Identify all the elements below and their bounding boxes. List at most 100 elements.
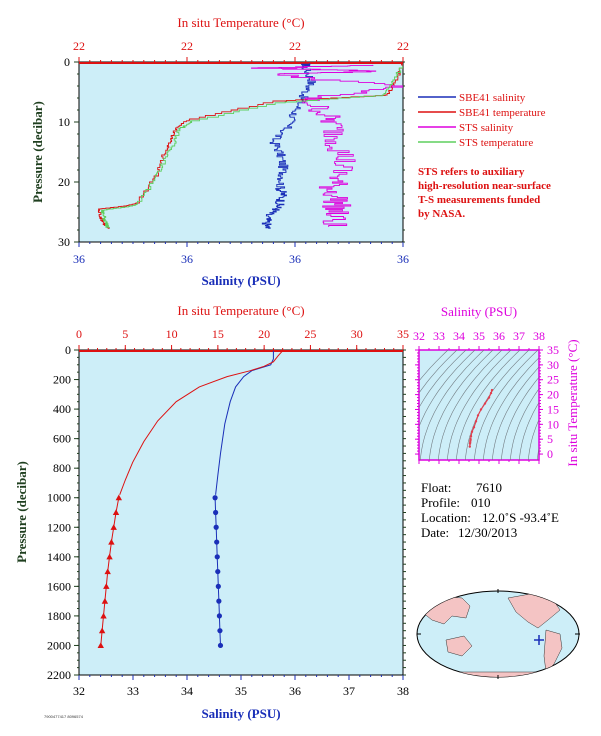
- bottom-marker-salinity-bottle-: [214, 539, 220, 545]
- ts-density-contour: [528, 418, 539, 460]
- top-pressure-tick-label: 10: [58, 115, 70, 129]
- sts-note-line-3: T-S measurements funded: [418, 194, 540, 206]
- top-series-line-sts-salinity: [251, 64, 403, 227]
- legend-label-sbe41-salinity: SBE41 salinity: [459, 92, 526, 104]
- ts-point: [483, 402, 487, 405]
- float-label: Float:: [421, 480, 451, 495]
- bottom-temp-tick-label: 25: [304, 327, 316, 341]
- ts-density-contour: [419, 350, 458, 394]
- ts-density-contour: [519, 401, 539, 460]
- ts-density-contour: [501, 376, 539, 460]
- top-temp-ticks: 22 22 22 22: [73, 39, 409, 62]
- bottom-pressure-ticks: 0 200 400 600 800 1000 1200 1400 1600 1800 2000 220…: [47, 343, 406, 682]
- ts-density-contour: [492, 366, 539, 460]
- ts-temp-tick-label: 0: [547, 447, 553, 461]
- bottom-marker-temperature-bottle-: [97, 642, 104, 649]
- bottom-marker-temperature-bottle-: [103, 583, 110, 589]
- ts-point: [487, 396, 491, 399]
- bottom-marker-salinity-bottle-: [217, 628, 223, 634]
- ts-point: [468, 445, 471, 448]
- ts-point: [469, 435, 473, 438]
- bottom-pressure-tick-label: 2200: [47, 668, 71, 682]
- ts-temp-axis-title: In situ Temperature (°C): [565, 339, 580, 466]
- top-chart: In situ Temperature (°C) 22 22 22 22 36 36 36…: [30, 15, 409, 288]
- ts-temp-tick-label: 5: [547, 432, 553, 446]
- bottom-marker-temperature-bottle-: [100, 612, 107, 619]
- ts-sal-axis-title: Salinity (PSU): [441, 304, 517, 319]
- ts-sal-tick-label: 36: [493, 329, 505, 343]
- bottom-pressure-tick-label: 800: [53, 461, 71, 475]
- ts-point: [489, 391, 493, 395]
- float-marker: [534, 635, 544, 645]
- top-pressure-axis-title: Pressure (decibar): [30, 101, 45, 203]
- location-map: [416, 589, 580, 679]
- location-value: 12.0˚S -93.4˚E: [482, 510, 559, 525]
- bottom-pressure-tick-label: 2000: [47, 638, 71, 652]
- ts-temp-tick-label: 15: [547, 402, 559, 416]
- ts-density-contours: [419, 350, 539, 460]
- top-legend: SBE41 salinity SBE41 temperature STS sal…: [418, 92, 546, 149]
- top-temp-tick-label: 22: [289, 39, 301, 53]
- bottom-temp-ticks: 0 5 10 15 20 25 30 35: [76, 327, 409, 350]
- ts-point: [476, 414, 480, 417]
- bottom-series: [97, 350, 284, 649]
- bottom-temp-tick-label: 5: [122, 327, 128, 341]
- ts-point: [468, 442, 472, 445]
- ts-sal-tick-label: 38: [533, 329, 545, 343]
- bottom-marker-temperature-bottle-: [98, 627, 106, 634]
- ts-density-contour: [438, 350, 503, 460]
- bottom-marker-salinity-bottle-: [213, 524, 219, 530]
- bottom-marker-salinity-bottle-: [217, 642, 224, 649]
- map-frame-ticks: [417, 589, 580, 679]
- bottom-sal-ticks: 32 33 34 35 36 37 38: [73, 675, 409, 698]
- bottom-pressure-tick-label: 1800: [47, 609, 71, 623]
- top-series: [97, 63, 403, 229]
- bottom-marker-salinity-bottle-: [212, 495, 218, 501]
- ts-sal-ticks: 32 33 34 35 36 37 38: [413, 329, 545, 464]
- bottom-sal-tick-label: 38: [397, 684, 409, 698]
- bottom-pressure-tick-label: 1200: [47, 520, 71, 534]
- top-sal-tick-label: 36: [289, 252, 301, 266]
- top-plot-area: [78, 61, 404, 243]
- ts-diagram: Salinity (PSU) 32 33 34 35 36 37 38 0510152025…: [413, 304, 580, 467]
- top-series-line-sbe41-temperature: [97, 63, 403, 229]
- ts-temp-tick-label: 35: [547, 343, 559, 357]
- bottom-plot-area: [78, 349, 404, 676]
- bottom-sal-tick-label: 33: [127, 684, 139, 698]
- float-value: 7610: [476, 480, 502, 495]
- bottom-pressure-axis-title: Pressure (decibar): [14, 461, 29, 563]
- bottom-sal-axis-title: Salinity (PSU): [201, 706, 280, 721]
- bottom-marker-temperature-bottle-: [115, 494, 123, 501]
- bottom-marker-salinity-bottle-: [215, 583, 221, 589]
- ts-density-contour: [474, 350, 539, 460]
- bottom-chart: In situ Temperature (°C) 0 5 10 15 20 25 30 35 …: [14, 303, 409, 721]
- bottom-temp-tick-label: 20: [258, 327, 270, 341]
- ts-density-contour: [419, 350, 449, 382]
- legend-label-sts-temperature: STS temperature: [459, 137, 533, 149]
- bottom-marker-salinity-bottle-: [216, 598, 222, 604]
- sts-note: STS refers to auxiliary high-resolution …: [418, 166, 551, 220]
- location-label: Location:: [421, 510, 471, 525]
- bottom-marker-salinity-bottle-: [215, 568, 221, 575]
- ts-density-contour: [456, 350, 521, 460]
- bottom-marker-temperature-bottle-: [108, 538, 115, 545]
- date-label: Date:: [421, 525, 449, 540]
- ts-density-contour: [419, 350, 467, 409]
- ts-temp-tick-label: 10: [547, 417, 559, 431]
- ts-point: [474, 420, 478, 423]
- bottom-pressure-tick-label: 1600: [47, 579, 71, 593]
- ts-density-contour: [419, 350, 476, 428]
- ts-sal-tick-label: 37: [513, 329, 525, 343]
- top-temp-tick-label: 22: [397, 39, 409, 53]
- top-pressure-tick-label: 0: [64, 55, 70, 69]
- top-sal-tick-label: 36: [181, 252, 193, 266]
- map-land-south-america: [543, 629, 563, 673]
- date-value: 12/30/2013: [458, 525, 517, 540]
- ts-sal-tick-label: 35: [473, 329, 485, 343]
- top-pressure-ticks: 0 10 20 30: [58, 55, 405, 249]
- ts-sal-tick-label: 34: [453, 329, 465, 343]
- ts-temp-tick-label: 25: [547, 373, 559, 387]
- bottom-temp-tick-label: 15: [212, 327, 224, 341]
- bottom-temp-axis-title: In situ Temperature (°C): [177, 303, 304, 318]
